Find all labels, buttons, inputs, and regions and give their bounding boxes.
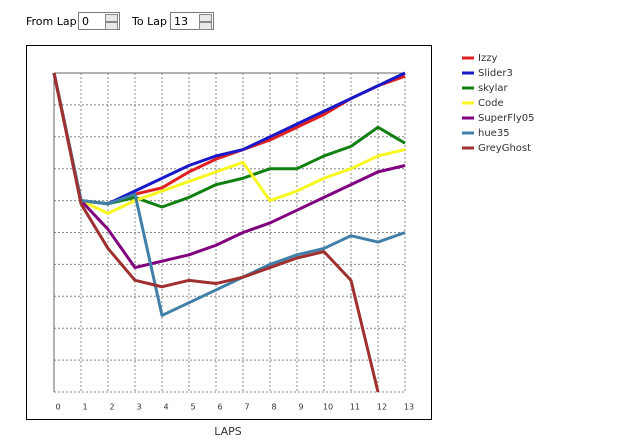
spin-up[interactable] [199,14,212,22]
legend-label: GreyGhost [478,143,531,154]
spin-down[interactable] [105,22,118,30]
x-tick-label: 5 [190,403,195,412]
x-tick-label: 6 [217,403,222,412]
legend-label: Slider3 [478,68,513,79]
x-tick-label: 13 [404,403,414,412]
legend-label: skylar [478,83,508,94]
spin-buttons[interactable] [105,14,118,30]
series-line [52,72,406,270]
from-value: 0 [82,15,89,28]
legend-label: SuperFly05 [478,113,534,124]
x-tick-label: 11 [350,403,360,412]
legend-label: Izzy [478,53,497,64]
to-value: 13 [174,15,188,28]
spin-buttons[interactable] [199,14,212,30]
x-tick-label: 0 [55,403,60,412]
x-tick-label: 9 [298,403,303,412]
x-tick-label: 4 [163,403,168,412]
x-tick-label: 2 [109,403,114,412]
legend-label: hue35 [478,128,510,139]
x-tick-label: 12 [377,403,387,412]
legend-label: Code [478,98,504,109]
spin-up[interactable] [105,14,118,22]
x-tick-label: 1 [82,403,87,412]
from-label: From Lap [26,15,77,28]
spin-down[interactable] [199,22,212,30]
x-tick-label: 8 [271,403,276,412]
series-line [52,72,380,393]
x-tick-label: 7 [244,403,249,412]
series-line [52,72,406,317]
series-line [52,72,406,215]
to-spinbox[interactable]: 13 [170,12,214,30]
from-spinbox[interactable]: 0 [78,12,120,30]
x-tick-label: 3 [136,403,141,412]
to-label: To Lap [132,15,167,28]
x-axis-label: LAPS [214,425,242,438]
x-tick-label: 10 [323,403,333,412]
